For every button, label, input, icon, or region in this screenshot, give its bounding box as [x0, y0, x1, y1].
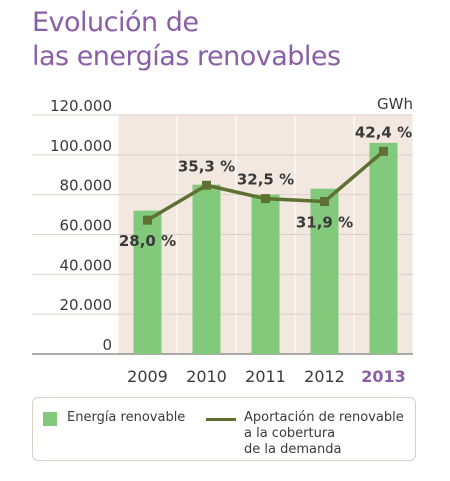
y-tick-label: 0: [102, 336, 112, 354]
x-tick-label: 2010: [186, 367, 227, 386]
y-tick-label: 100.000: [50, 137, 112, 155]
y-tick-label: 120.000: [50, 97, 112, 115]
bar: [133, 210, 162, 354]
legend-line-swatch: [206, 418, 236, 421]
data-label: 32,5 %: [237, 171, 294, 189]
bar: [192, 184, 221, 354]
title-line-2: las energías renovables: [32, 41, 341, 72]
data-label: 35,3 %: [178, 157, 235, 175]
legend-bar-label: Energía renovable: [67, 410, 186, 425]
title-line-1: Evolución de: [32, 7, 199, 38]
data-label: 31,9 %: [296, 214, 353, 232]
legend-bar-swatch: [43, 412, 57, 426]
legend: Energía renovable Aportación de renovabl…: [32, 397, 416, 461]
y-tick-label: 80.000: [60, 177, 113, 195]
data-label: 42,4 %: [355, 123, 412, 141]
y-tick-label: 40.000: [60, 256, 113, 274]
line-marker: [202, 180, 211, 190]
bar: [310, 188, 339, 354]
data-label: 28,0 %: [119, 232, 176, 250]
x-tick-label: 2011: [245, 367, 286, 386]
line-marker: [143, 215, 152, 225]
line-marker: [379, 146, 388, 156]
legend-line-label: Aportación de renovable a la cobertura d…: [244, 410, 404, 457]
chart-title: Evolución de las energías renovables: [32, 6, 432, 74]
unit-label: GWh: [377, 95, 413, 113]
line-marker: [261, 194, 270, 204]
x-tick-label: 2009: [127, 367, 168, 386]
y-tick-label: 60.000: [60, 217, 113, 235]
bar: [251, 194, 280, 354]
chart-area: 020.00040.00060.00080.000100.000120.000 …: [32, 95, 413, 386]
line-marker: [320, 197, 329, 207]
x-tick-label: 2012: [304, 367, 345, 386]
bar: [369, 142, 398, 354]
x-tick-label: 2013: [361, 367, 406, 386]
y-tick-label: 20.000: [60, 296, 113, 314]
